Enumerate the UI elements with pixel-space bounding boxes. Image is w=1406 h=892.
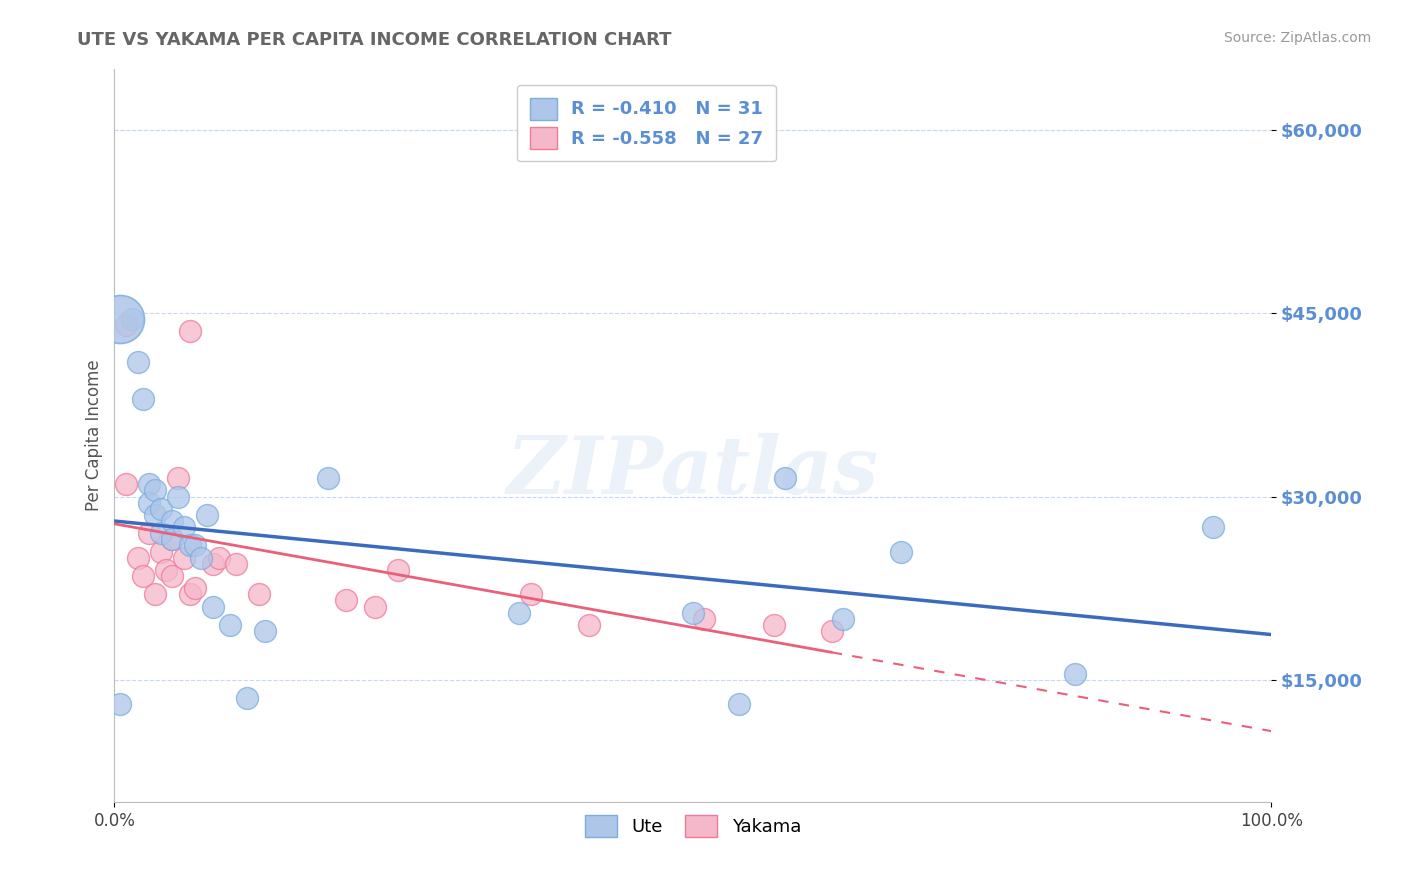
Point (1202, 520, 1225, 534)
Text: ZIPatlas: ZIPatlas (506, 434, 879, 511)
Point (162, 533, 184, 547)
Point (190, 550, 212, 565)
Point (682, 606, 704, 620)
Point (832, 612, 855, 626)
Point (821, 624, 844, 638)
Point (335, 593, 357, 607)
Point (149, 501, 172, 516)
Point (728, 698, 751, 712)
Point (364, 599, 387, 614)
Point (162, 533, 184, 547)
Point (108, 312, 131, 326)
Point (162, 569, 184, 583)
Point (693, 612, 716, 626)
Point (132, 392, 155, 406)
Point (201, 557, 224, 571)
Point (236, 691, 259, 706)
Point (127, 550, 149, 565)
Point (132, 569, 155, 583)
Point (201, 599, 224, 614)
Point (173, 550, 195, 565)
Point (167, 490, 190, 504)
Point (115, 477, 138, 491)
Point (108, 698, 131, 712)
Point (143, 508, 166, 522)
Point (179, 538, 201, 552)
Point (167, 471, 190, 485)
Point (318, 471, 340, 485)
Point (138, 477, 160, 491)
Text: UTE VS YAKAMA PER CAPITA INCOME CORRELATION CHART: UTE VS YAKAMA PER CAPITA INCOME CORRELAT… (77, 31, 672, 49)
Point (219, 618, 242, 632)
Point (149, 544, 172, 558)
Point (143, 483, 166, 498)
Y-axis label: Per Capita Income: Per Capita Income (86, 359, 103, 511)
Point (207, 550, 229, 565)
Point (121, 312, 143, 326)
Point (149, 526, 172, 541)
Point (162, 514, 184, 528)
Point (387, 563, 409, 577)
Point (179, 325, 201, 339)
Point (127, 355, 149, 369)
Point (253, 624, 276, 638)
Point (173, 520, 195, 534)
Point (138, 526, 160, 541)
Point (184, 581, 207, 595)
Point (520, 587, 543, 601)
Point (155, 563, 177, 577)
Point (115, 318, 138, 333)
Point (179, 587, 201, 601)
Point (138, 496, 160, 510)
Point (195, 508, 218, 522)
Point (1063, 666, 1085, 681)
Point (225, 557, 247, 571)
Point (184, 538, 207, 552)
Point (143, 587, 166, 601)
Point (890, 544, 912, 558)
Point (775, 471, 797, 485)
Point (508, 606, 530, 620)
Point (762, 618, 785, 632)
Point (247, 587, 270, 601)
Legend: Ute, Yakama: Ute, Yakama (578, 808, 808, 845)
Text: Source: ZipAtlas.com: Source: ZipAtlas.com (1223, 31, 1371, 45)
Point (578, 618, 600, 632)
